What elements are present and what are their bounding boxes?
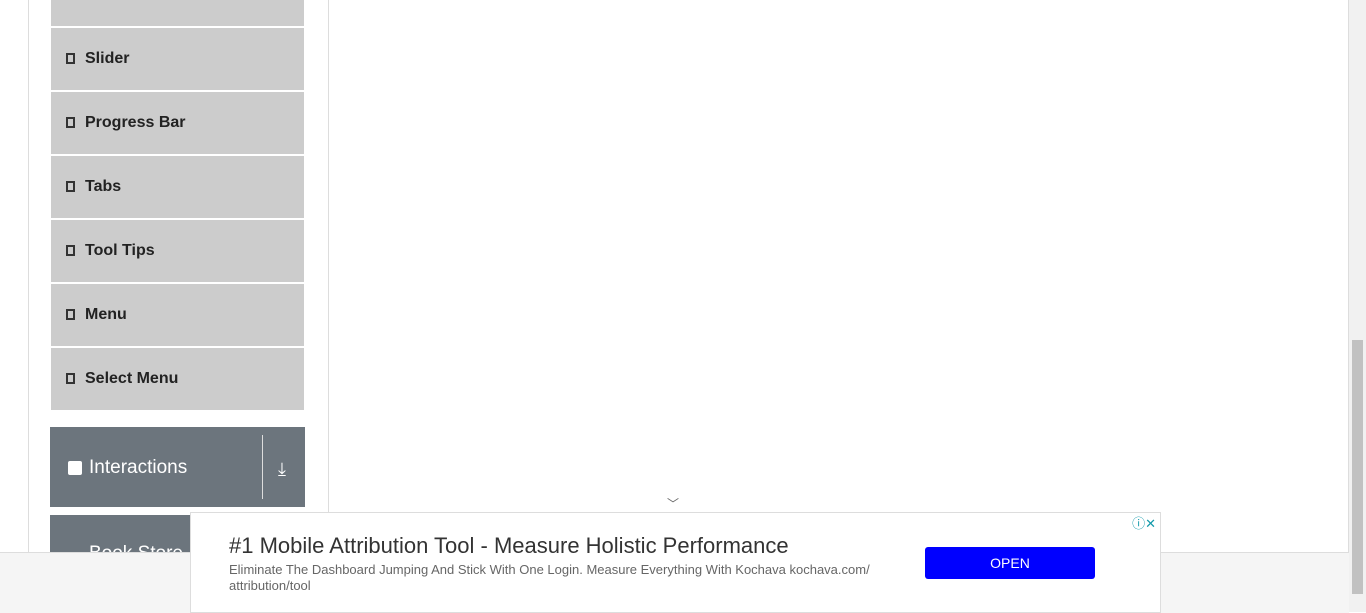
group-title: Interactions <box>89 457 188 478</box>
menu-item[interactable]: Progress Bar <box>51 92 304 154</box>
ad-button[interactable]: OPEN <box>925 547 1095 579</box>
menu-item[interactable]: Slider <box>51 28 304 90</box>
menu-item[interactable]: Select Menu <box>51 348 304 410</box>
ad-text: Eliminate The Dashboard Jumping And Stic… <box>229 562 870 593</box>
ad-title: #1 Mobile Attribution Tool - Measure Hol… <box>229 533 789 558</box>
ad[interactable]: #1 Mobile Attribution Tool - Measure Hol… <box>190 512 1161 613</box>
left-border <box>28 0 29 552</box>
right-border <box>1348 0 1349 552</box>
menu-item[interactable]: Tool Tips <box>51 220 304 282</box>
menu-item[interactable]: Tabs <box>51 156 304 218</box>
expand-icon[interactable]: ⤓ <box>278 459 286 479</box>
ad-close[interactable]: ⓘ✕ <box>1132 516 1156 531</box>
menu-item[interactable]: Menu <box>51 284 304 346</box>
content-border <box>328 0 329 512</box>
divider <box>262 435 263 499</box>
menu-item[interactable]: Date Picker <box>51 0 304 26</box>
chevron[interactable]: ﹀ <box>667 497 680 511</box>
scrollbar <box>1349 0 1366 612</box>
group-title: Book Store Application <box>89 543 280 552</box>
icon <box>68 461 82 475</box>
group-header[interactable]: Interactions ⤓ <box>50 427 305 507</box>
